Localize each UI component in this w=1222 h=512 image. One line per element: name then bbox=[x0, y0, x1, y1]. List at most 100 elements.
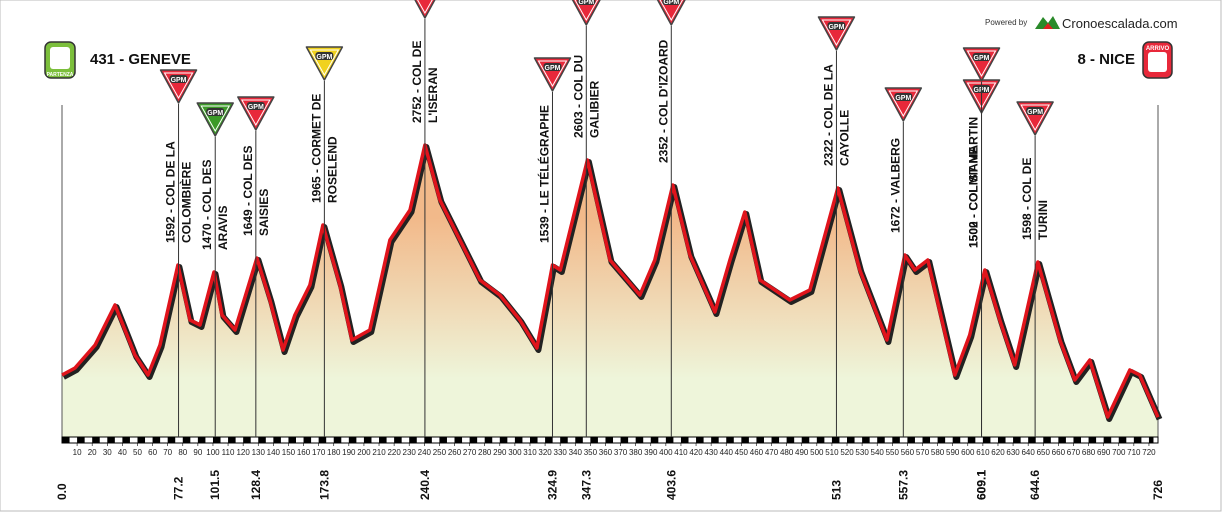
x-tick-label: 680 bbox=[1082, 448, 1096, 457]
km-bar-segment bbox=[107, 437, 115, 443]
climb-label: 1502 - COL ST MARTIN bbox=[967, 117, 981, 248]
gpm-badge-inner bbox=[240, 99, 271, 127]
km-bar-segment bbox=[348, 437, 357, 443]
x-tick-label: 230 bbox=[403, 448, 417, 457]
climb-label: 1592 - COL DE LA bbox=[164, 141, 178, 243]
climb-label: GALIBIER bbox=[587, 80, 601, 138]
x-tick-label: 470 bbox=[765, 448, 779, 457]
km-bar-segment bbox=[665, 437, 674, 443]
gpm-text: GPM bbox=[171, 77, 187, 84]
km-bar-segment bbox=[1043, 437, 1051, 443]
km-bar-segment bbox=[1118, 437, 1127, 443]
km-bar-segment bbox=[439, 437, 447, 443]
gpm-badge-inner bbox=[163, 72, 194, 100]
gpm-badge-inner bbox=[200, 105, 231, 133]
x-tick-label: 480 bbox=[780, 448, 794, 457]
km-bar-segment bbox=[92, 437, 100, 443]
km-bar-segment bbox=[922, 437, 931, 443]
x-tick-label: 440 bbox=[720, 448, 734, 457]
km-bar-segment bbox=[77, 437, 85, 443]
x-tick-label: 450 bbox=[735, 448, 749, 457]
km-bar-segment bbox=[409, 437, 417, 443]
x-tick-label: 190 bbox=[342, 448, 356, 457]
gpm-text: GPM bbox=[895, 95, 911, 102]
gpm-badge bbox=[571, 0, 601, 26]
km-bar-segment bbox=[801, 437, 810, 443]
gpm-badge-inner bbox=[821, 19, 852, 47]
x-tick-label: 520 bbox=[840, 448, 854, 457]
gpm-badge-inner bbox=[417, 0, 433, 15]
x-tick-label: 420 bbox=[689, 448, 703, 457]
km-bar-segment bbox=[650, 437, 659, 443]
start-badge: PARTENZA bbox=[47, 72, 74, 78]
x-tick-label: 720 bbox=[1142, 448, 1156, 457]
x-tick-label: 690 bbox=[1097, 448, 1111, 457]
climb-label: ARAVIS bbox=[216, 206, 230, 250]
x-tick-label: 110 bbox=[222, 448, 235, 457]
km-label: 609.1 bbox=[975, 470, 989, 500]
x-tick-label: 120 bbox=[236, 448, 250, 457]
gpm-pill bbox=[577, 0, 596, 5]
km-bar-segment bbox=[394, 437, 402, 443]
km-bar-segment bbox=[137, 437, 146, 443]
x-tick-label: 60 bbox=[148, 448, 157, 457]
km-label: 513 bbox=[829, 480, 843, 500]
km-label: 0.0 bbox=[55, 483, 69, 500]
km-bar-segment bbox=[122, 437, 130, 443]
x-tick-label: 660 bbox=[1052, 448, 1066, 457]
km-label: 77.2 bbox=[172, 476, 186, 500]
gpm-badge-inner bbox=[888, 90, 919, 118]
km-bar-segment bbox=[590, 437, 598, 443]
x-tick-label: 200 bbox=[357, 448, 371, 457]
km-bar-segment bbox=[680, 437, 689, 443]
km-bar-segment bbox=[756, 437, 764, 443]
climb-label: TURINI bbox=[1036, 200, 1050, 240]
profile-area bbox=[62, 145, 1158, 437]
brand-logo bbox=[1035, 16, 1060, 29]
km-bar-segment bbox=[711, 437, 719, 443]
x-tick-label: 500 bbox=[810, 448, 824, 457]
x-tick-label: 570 bbox=[916, 448, 930, 457]
km-label: 128.4 bbox=[249, 470, 263, 500]
gpm-pill bbox=[543, 63, 562, 71]
climb-label: L'ISERAN bbox=[426, 67, 440, 123]
gpm-pill bbox=[827, 22, 846, 30]
x-tick-label: 290 bbox=[493, 448, 507, 457]
x-tick-label: 380 bbox=[629, 448, 643, 457]
km-bar-segment bbox=[379, 437, 387, 443]
gpm-pill bbox=[1026, 107, 1045, 115]
x-tick-label: 670 bbox=[1067, 448, 1081, 457]
km-bar-segment bbox=[545, 437, 553, 443]
km-bar-segment bbox=[726, 437, 734, 443]
climb-label: 2603 - COL DU bbox=[571, 55, 585, 138]
km-bar-segment bbox=[333, 437, 342, 443]
x-tick-label: 280 bbox=[478, 448, 492, 457]
km-bar-segment bbox=[424, 437, 432, 443]
km-bar-segment bbox=[212, 437, 221, 443]
climb-label: 2352 - COL D'IZOARD bbox=[656, 39, 670, 163]
x-tick-label: 430 bbox=[704, 448, 718, 457]
x-tick-label: 50 bbox=[133, 448, 142, 457]
km-bar-segment bbox=[877, 437, 885, 443]
gpm-pill bbox=[246, 102, 265, 110]
x-tick-label: 250 bbox=[433, 448, 447, 457]
km-bar-segment bbox=[1088, 437, 1097, 443]
km-bar-segment bbox=[1133, 437, 1142, 443]
x-tick-label: 220 bbox=[387, 448, 401, 457]
climb-label: 1539 - LE TÉLÉGRAPHE bbox=[536, 105, 551, 243]
x-tick-label: 540 bbox=[871, 448, 885, 457]
x-tick-label: 300 bbox=[508, 448, 522, 457]
x-tick-label: 360 bbox=[599, 448, 613, 457]
km-label: 324.9 bbox=[545, 470, 559, 500]
x-tick-label: 390 bbox=[644, 448, 658, 457]
km-bar-segment bbox=[1073, 437, 1082, 443]
x-tick-label: 270 bbox=[463, 448, 477, 457]
climb-label: 2752 - COL DE bbox=[410, 41, 424, 123]
x-tick-label: 160 bbox=[297, 448, 311, 457]
gpm-pill bbox=[662, 0, 681, 5]
km-bar-segment bbox=[363, 437, 372, 443]
km-bar-segment bbox=[937, 437, 946, 443]
x-tick-label: 370 bbox=[614, 448, 628, 457]
km-bar-segment bbox=[635, 437, 644, 443]
